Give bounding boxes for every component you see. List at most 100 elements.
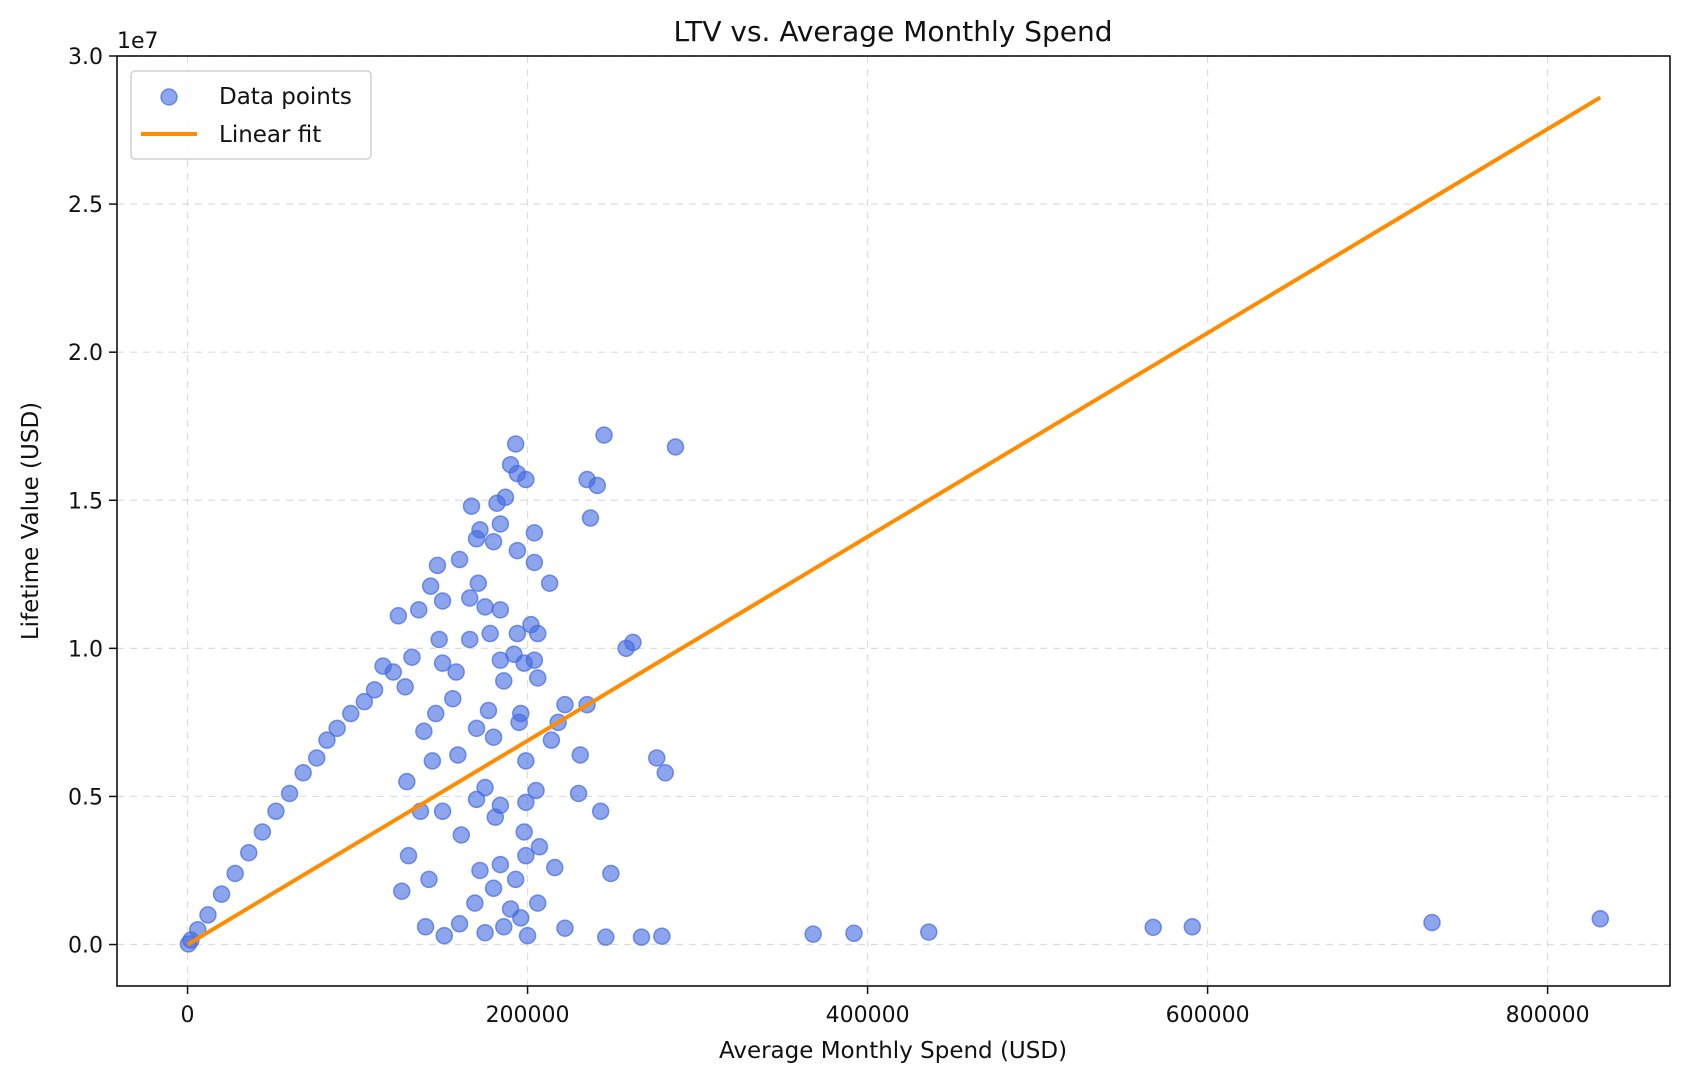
data-point	[428, 556, 447, 575]
data-point	[556, 695, 574, 714]
data-point	[427, 704, 445, 723]
data-point	[481, 624, 499, 643]
data-point	[648, 749, 666, 767]
data-point	[393, 882, 411, 900]
legend: Data points Linear fit	[130, 70, 372, 160]
data-point	[399, 846, 418, 865]
data-point	[342, 704, 360, 723]
data-point	[365, 681, 384, 699]
data-point	[433, 592, 452, 610]
data-point	[488, 494, 506, 512]
y-tick-label: 1.5	[68, 489, 103, 514]
data-point	[467, 719, 486, 738]
data-point	[328, 719, 346, 738]
data-point	[476, 778, 494, 797]
data-point	[384, 663, 403, 681]
data-point	[450, 915, 469, 933]
data-point	[508, 624, 527, 643]
legend-box	[130, 70, 372, 160]
data-point	[517, 470, 535, 489]
data-point	[515, 654, 533, 672]
data-point	[530, 838, 549, 856]
data-point	[415, 722, 433, 741]
data-point	[656, 764, 675, 782]
data-point	[486, 808, 505, 826]
data-point	[462, 497, 481, 515]
data-point	[435, 926, 454, 945]
data-point	[467, 530, 486, 548]
axes-ticks: 0 200000 400000 600000 800000 0.0 0.5 1.0 1.5 2.0…	[68, 45, 1590, 1028]
data-point	[308, 749, 326, 767]
data-point	[491, 855, 510, 874]
data-point	[253, 823, 272, 841]
x-axis-title: Average Monthly Spend (USD)	[719, 1038, 1067, 1064]
data-point	[508, 541, 527, 560]
data-point	[467, 790, 486, 809]
x-tick-label: 800000	[1506, 1003, 1590, 1028]
y-tick-label: 0.0	[68, 934, 103, 959]
data-point	[484, 532, 503, 551]
data-point	[546, 858, 564, 877]
data-point	[595, 426, 613, 444]
data-point	[403, 648, 421, 666]
data-point	[449, 746, 467, 764]
data-point	[569, 784, 588, 803]
data-point	[525, 524, 544, 542]
data-point	[466, 894, 484, 912]
data-point	[484, 728, 503, 746]
data-point	[597, 928, 615, 946]
linear-fit-line	[186, 95, 1602, 947]
data-point	[461, 589, 479, 607]
data-point	[226, 864, 244, 883]
data-point	[506, 435, 525, 453]
data-point	[423, 752, 442, 770]
data-point	[1183, 918, 1202, 936]
data-point	[525, 553, 544, 572]
data-point	[476, 923, 494, 942]
data-point	[517, 793, 535, 812]
y-tick-label: 0.5	[68, 785, 103, 810]
y-tick-label: 2.0	[68, 341, 103, 366]
plot-frame	[116, 55, 1671, 987]
data-point	[617, 639, 635, 658]
data-point	[920, 923, 938, 941]
data-point	[510, 713, 528, 732]
data-point	[199, 906, 217, 924]
data-point	[1144, 918, 1162, 937]
data-point	[421, 577, 440, 595]
data-point	[1423, 913, 1441, 932]
data-point	[529, 669, 547, 687]
data-point	[447, 663, 465, 681]
data-point	[1591, 910, 1610, 928]
data-point	[280, 784, 299, 803]
data-point	[540, 574, 559, 592]
data-point	[556, 919, 574, 937]
legend-label-line: Linear fit	[219, 122, 321, 148]
data-point	[461, 630, 479, 649]
data-point	[495, 672, 513, 690]
data-point	[653, 927, 671, 945]
y-axis-title: Lifetime Value (USD)	[18, 402, 44, 640]
data-point	[518, 926, 537, 945]
data-point	[389, 607, 408, 625]
data-point	[410, 601, 428, 619]
data-point	[430, 630, 448, 649]
chart-title: LTV vs. Average Monthly Spend	[673, 15, 1112, 48]
data-point	[491, 601, 510, 619]
data-point	[517, 846, 535, 865]
y-tick-label: 2.5	[68, 193, 103, 218]
data-point	[240, 843, 258, 862]
data-point	[571, 746, 590, 764]
y-tick-label: 1.0	[68, 637, 103, 662]
data-point	[515, 823, 533, 841]
data-point	[591, 802, 610, 821]
data-point	[469, 574, 488, 592]
scatter-series	[179, 426, 1610, 953]
x-tick-label: 400000	[826, 1003, 910, 1028]
y-tick-label: 3.0	[68, 45, 103, 70]
data-point	[452, 826, 471, 844]
data-point	[479, 701, 498, 720]
data-point	[355, 692, 374, 711]
data-point	[433, 654, 452, 672]
